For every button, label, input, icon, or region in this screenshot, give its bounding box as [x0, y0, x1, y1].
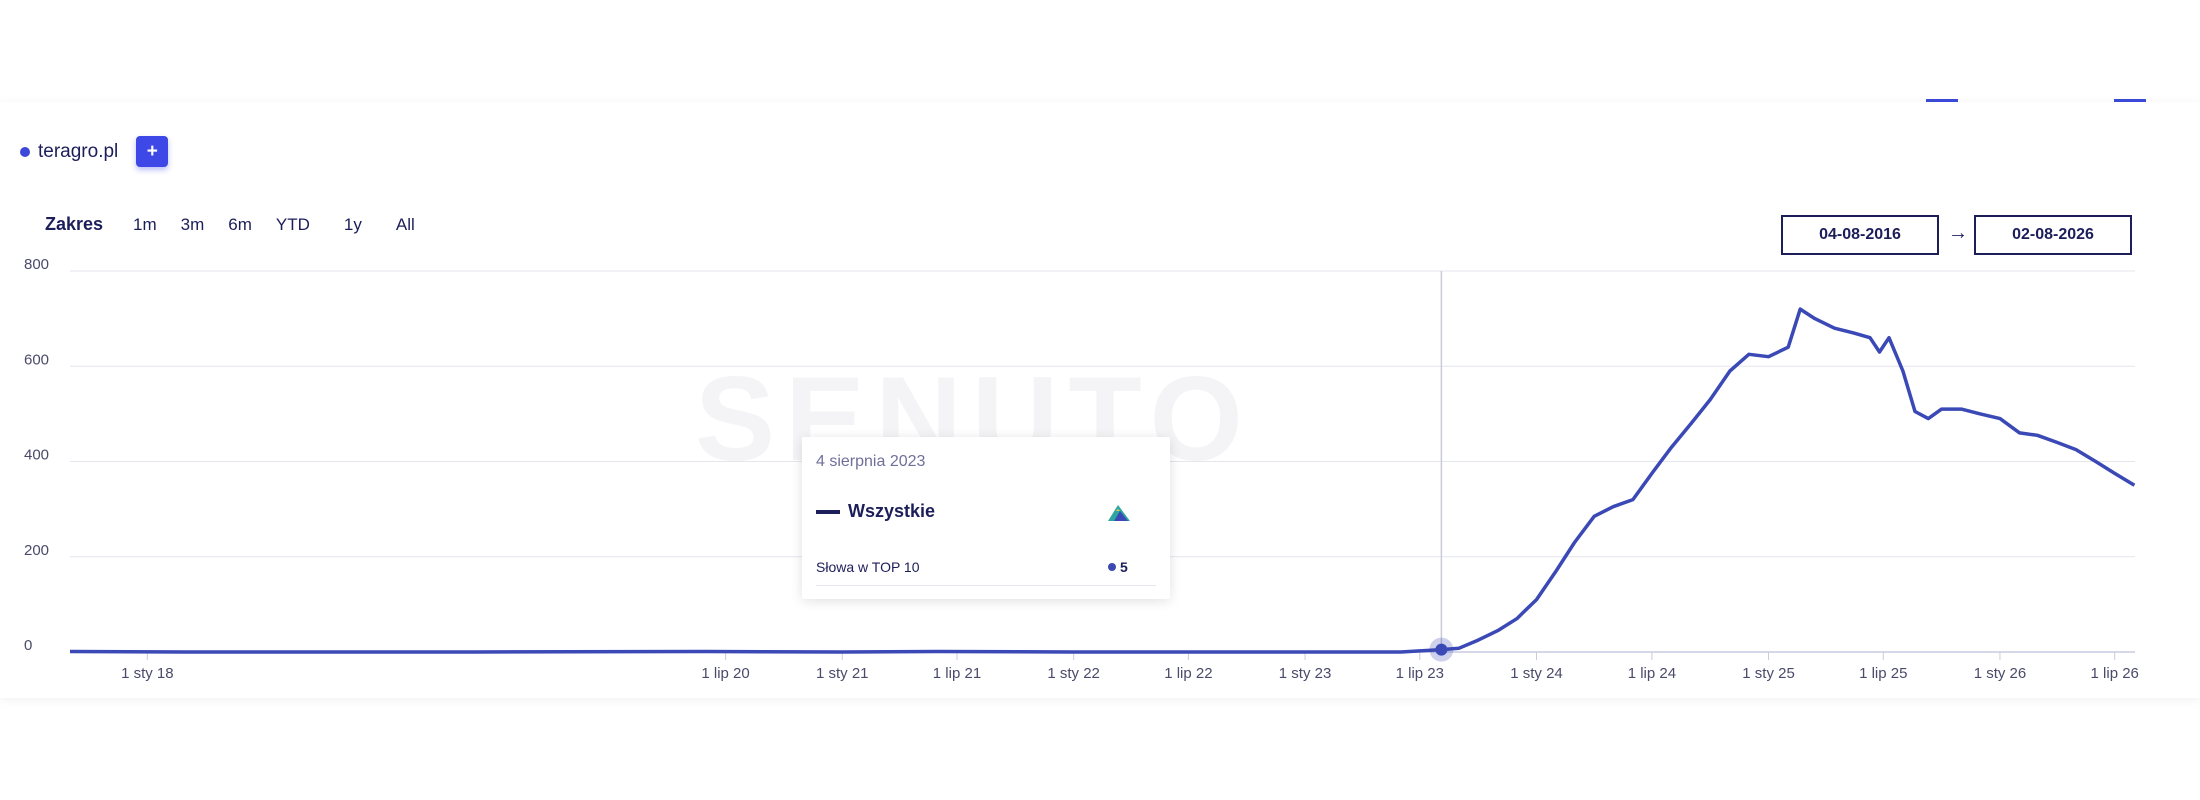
x-tick-label: 1 sty 22 — [1047, 665, 1100, 682]
y-tick-label: 600 — [24, 351, 49, 368]
date-range-arrow: → — [1948, 222, 1968, 244]
x-tick-label: 1 lip 21 — [933, 665, 981, 682]
date-from-input[interactable]: 04-08-2016 — [1781, 215, 1939, 255]
y-tick-label: 0 — [24, 637, 32, 654]
range-label: Zakres — [45, 214, 104, 234]
x-tick-label: 1 sty 26 — [1974, 665, 2027, 682]
tooltip-divider — [816, 585, 1156, 586]
x-tick-label: 1 lip 22 — [1164, 665, 1212, 682]
x-tick-label: 1 sty 24 — [1510, 665, 1563, 682]
top-link-underline[interactable] — [1926, 99, 1958, 102]
range-3m-button[interactable]: 3m — [180, 214, 205, 234]
x-tick-label: 1 lip 25 — [1859, 665, 1907, 682]
tooltip-value-dot-icon — [1108, 563, 1116, 571]
x-tick-label: 1 sty 23 — [1279, 665, 1332, 682]
highlight-point — [1435, 643, 1448, 656]
x-tick-label: 1 lip 24 — [1628, 665, 1676, 682]
x-tick-label: 1 lip 23 — [1396, 665, 1444, 682]
range-all-button[interactable]: All — [395, 214, 415, 234]
y-tick-label: 800 — [24, 256, 49, 273]
range-6m-button[interactable]: 6m — [228, 214, 252, 234]
tooltip-metric-label: Słowa w TOP 10 — [816, 559, 920, 575]
add-site-button[interactable]: + — [136, 136, 169, 167]
range-1m-button[interactable]: 1m — [133, 214, 157, 234]
legend: teragro.pl + — [20, 136, 169, 167]
chart-tooltip: 4 sierpnia 2023 Wszystkie Słowa w TOP 10… — [802, 437, 1170, 599]
x-tick-label: 1 lip 26 — [2091, 665, 2139, 682]
x-tick-label: 1 sty 21 — [816, 665, 869, 682]
legend-site-label[interactable]: teragro.pl — [38, 140, 119, 162]
x-tick-label: 1 lip 20 — [701, 665, 749, 682]
y-tick-label: 400 — [24, 447, 49, 464]
x-tick-label: 1 sty 25 — [1742, 665, 1795, 682]
date-to-input[interactable]: 02-08-2026 — [1974, 215, 2132, 255]
tooltip-value: 5 — [1120, 559, 1128, 575]
legend-dot-icon — [20, 146, 30, 157]
series-line — [69, 307, 2136, 654]
tooltip-date: 4 sierpnia 2023 — [816, 453, 926, 470]
tooltip-series-line-icon — [816, 510, 840, 514]
x-tick-label: 1 sty 18 — [121, 665, 174, 682]
mountain-icon — [1108, 505, 1130, 521]
range-1y-button[interactable]: 1y — [343, 214, 362, 234]
range-selector: Zakres 1m 3m 6m YTD 1y All — [45, 214, 439, 235]
y-tick-label: 200 — [24, 542, 49, 559]
top-link-underline[interactable] — [2114, 99, 2146, 102]
tooltip-series-name: Wszystkie — [848, 501, 936, 521]
range-ytd-button[interactable]: YTD — [275, 214, 310, 234]
